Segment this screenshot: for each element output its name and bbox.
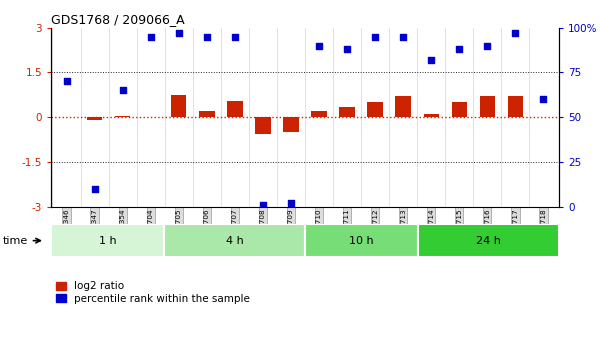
Bar bbox=[115, 116, 130, 117]
Point bbox=[370, 34, 380, 39]
Bar bbox=[87, 117, 102, 120]
Point bbox=[398, 34, 408, 39]
Bar bbox=[367, 102, 383, 117]
Point bbox=[230, 34, 240, 39]
Text: 24 h: 24 h bbox=[476, 236, 501, 246]
Bar bbox=[199, 111, 215, 117]
Point bbox=[146, 34, 156, 39]
Point bbox=[202, 34, 212, 39]
Point bbox=[62, 79, 72, 84]
Point bbox=[174, 30, 183, 36]
Point bbox=[343, 46, 352, 52]
Text: time: time bbox=[2, 236, 40, 246]
Text: GDS1768 / 209066_A: GDS1768 / 209066_A bbox=[50, 13, 184, 27]
Text: 10 h: 10 h bbox=[349, 236, 374, 246]
Bar bbox=[340, 107, 355, 117]
Bar bbox=[255, 117, 270, 134]
Point bbox=[118, 88, 127, 93]
Point bbox=[454, 46, 464, 52]
Point bbox=[258, 203, 267, 208]
Bar bbox=[508, 96, 523, 117]
Bar bbox=[395, 96, 411, 117]
Text: 1 h: 1 h bbox=[99, 236, 117, 246]
Bar bbox=[311, 111, 327, 117]
Point bbox=[427, 57, 436, 63]
Bar bbox=[418, 224, 559, 257]
Bar bbox=[480, 96, 495, 117]
Bar bbox=[283, 117, 299, 132]
Point bbox=[314, 43, 324, 48]
Text: 4 h: 4 h bbox=[225, 236, 243, 246]
Bar bbox=[227, 101, 243, 117]
Bar bbox=[164, 224, 305, 257]
Point bbox=[538, 97, 548, 102]
Point bbox=[511, 30, 520, 36]
Bar bbox=[424, 114, 439, 117]
Point bbox=[90, 186, 99, 192]
Bar bbox=[51, 224, 164, 257]
Bar bbox=[305, 224, 418, 257]
Legend: log2 ratio, percentile rank within the sample: log2 ratio, percentile rank within the s… bbox=[56, 281, 250, 304]
Bar bbox=[451, 102, 467, 117]
Point bbox=[286, 201, 296, 206]
Bar bbox=[171, 95, 186, 117]
Point bbox=[483, 43, 492, 48]
